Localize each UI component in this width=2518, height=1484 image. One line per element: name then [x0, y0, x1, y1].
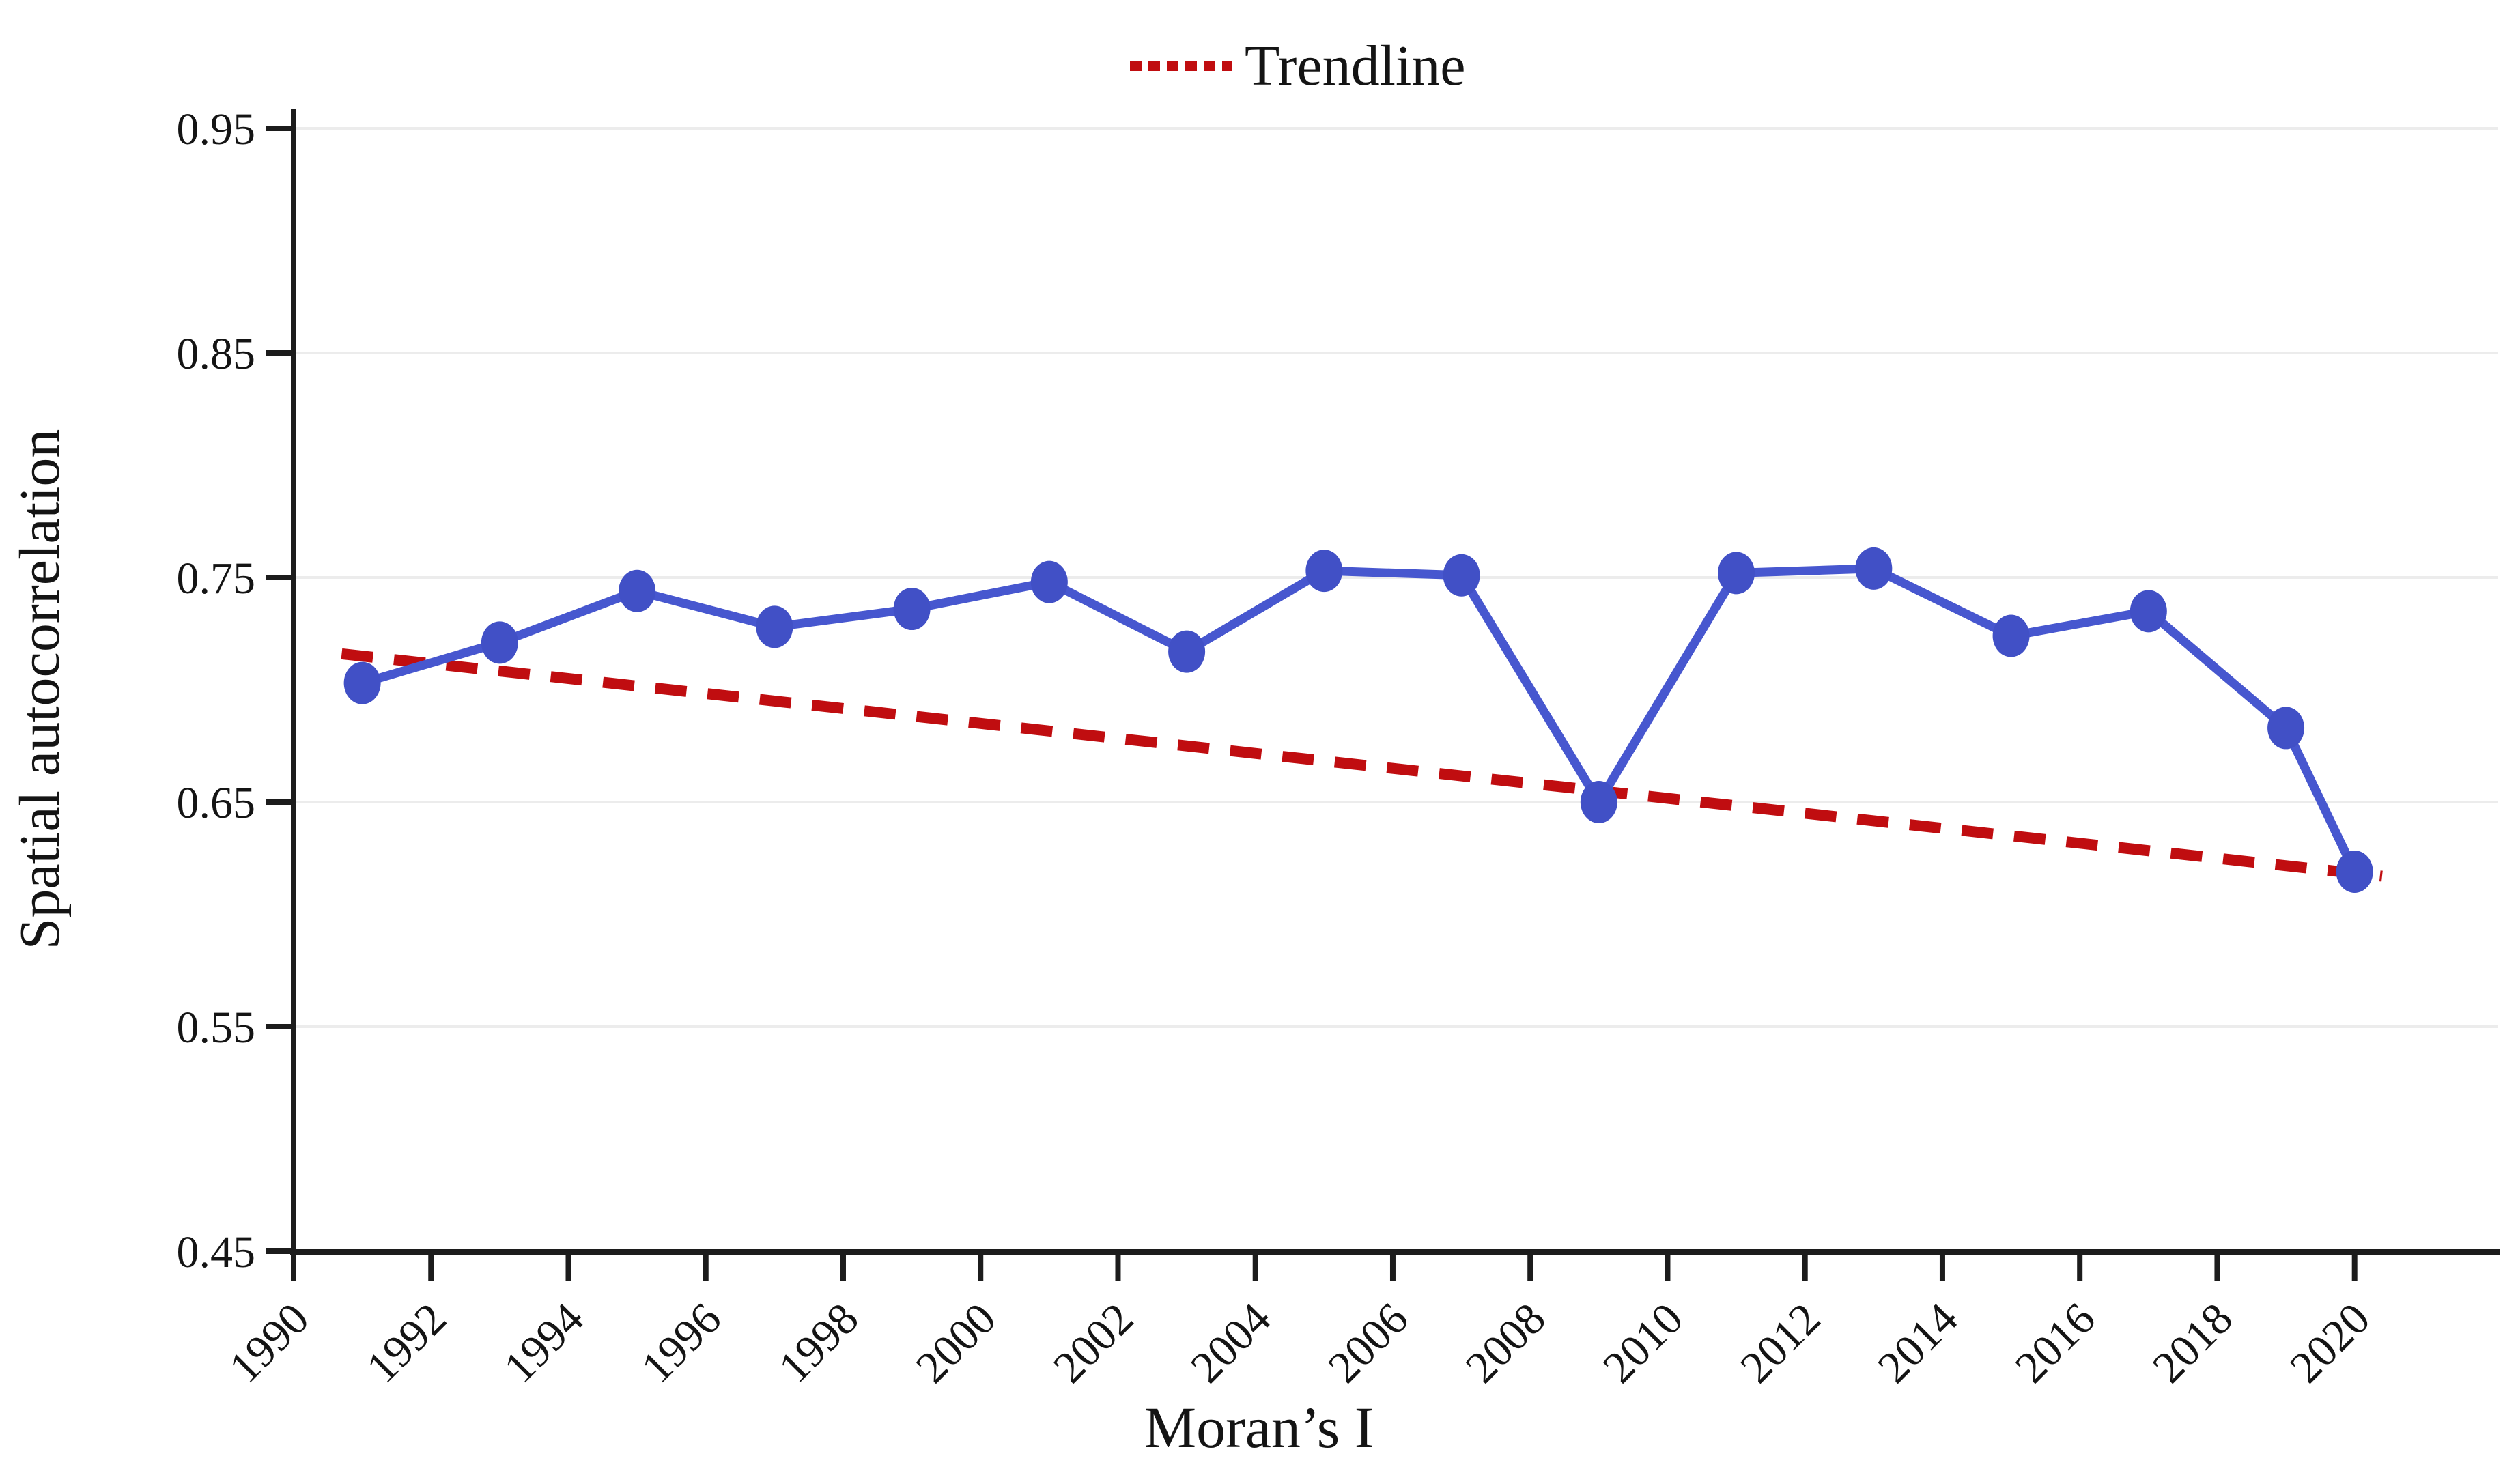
data-point-1999	[893, 588, 931, 631]
x-tick-label: 1998	[769, 1294, 868, 1393]
x-tick-label: 2014	[1869, 1294, 1968, 1393]
x-tick-label: 2010	[1594, 1294, 1693, 1393]
morans-i-line	[360, 564, 2359, 874]
data-point-2013	[1855, 547, 1893, 590]
data-point-1995	[619, 569, 656, 612]
x-tick-label: 2000	[907, 1294, 1006, 1393]
data-point-2020	[2336, 850, 2373, 893]
x-tick-label: 2018	[2143, 1294, 2242, 1393]
x-tick-label: 2016	[2006, 1294, 2105, 1393]
x-tick-label: 2002	[1044, 1294, 1143, 1393]
data-point-2019	[2267, 707, 2305, 750]
data-point-1993	[481, 621, 518, 664]
y-axis-title: Spatial autocorrelation	[8, 429, 72, 950]
x-tick-label: 1990	[220, 1294, 319, 1393]
data-point-2009	[1580, 781, 1617, 823]
x-tick-label: 2006	[1319, 1294, 1418, 1393]
trendline	[341, 648, 2383, 882]
y-tick-label: 0.45	[177, 1227, 256, 1277]
x-tick-label: 1992	[357, 1294, 456, 1393]
x-tick-label: 2004	[1181, 1294, 1280, 1393]
data-point-2003	[1168, 630, 1206, 673]
legend: Trendline	[1130, 34, 1466, 98]
y-tick-label: 0.55	[177, 1003, 256, 1053]
legend-label: Trendline	[1245, 34, 1466, 98]
data-point-1991	[343, 661, 381, 704]
data-point-2007	[1443, 554, 1480, 597]
x-tick-label: 2008	[1456, 1294, 1555, 1393]
x-tick-label: 2020	[2280, 1294, 2379, 1393]
x-tick-label: 2012	[1731, 1294, 1830, 1393]
data-point-2017	[2130, 590, 2167, 633]
data-point-2011	[1718, 552, 1755, 595]
data-point-1997	[756, 605, 793, 648]
x-axis-title: Moran’s I	[1144, 1395, 1374, 1460]
x-tick-label: 1996	[632, 1294, 731, 1393]
data-point-2015	[1992, 614, 2030, 657]
y-tick-label: 0.95	[177, 104, 256, 154]
y-tick-label: 0.75	[177, 554, 256, 603]
data-point-2001	[1030, 560, 1068, 603]
y-tick-label: 0.65	[177, 778, 256, 828]
x-tick-label: 1994	[494, 1294, 593, 1393]
y-tick-label: 0.85	[177, 329, 256, 379]
data-point-2005	[1305, 550, 1343, 593]
